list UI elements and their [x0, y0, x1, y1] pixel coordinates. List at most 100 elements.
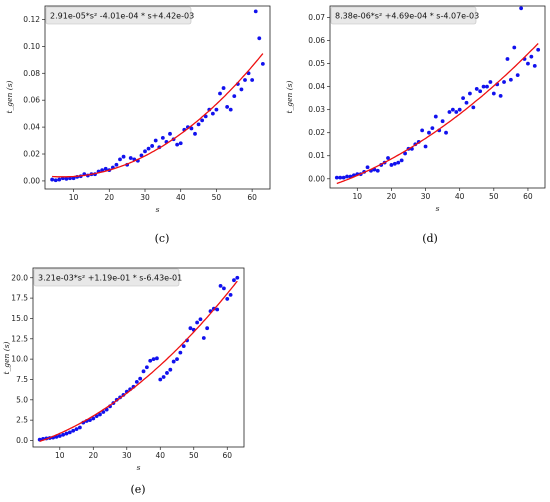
data-point [214, 107, 219, 112]
data-point [235, 275, 240, 280]
data-point [232, 278, 236, 283]
data-point [134, 380, 139, 384]
data-point [53, 178, 58, 183]
data-point [146, 146, 151, 151]
data-point [450, 107, 455, 112]
fit-curve [336, 43, 539, 185]
data-point [114, 162, 119, 167]
data-point [139, 153, 144, 158]
data-point [243, 78, 247, 82]
y-tick-label: 0.10 [23, 42, 40, 51]
x-tick-label: 30 [140, 193, 150, 202]
data-point [338, 175, 343, 180]
data-point [118, 157, 122, 162]
y-tick-label: 0.00 [308, 174, 325, 183]
data-point [345, 174, 349, 179]
y-tick-label: 0.01 [308, 151, 325, 160]
data-point [198, 317, 203, 322]
data-point [175, 142, 180, 147]
y-tick-label: 12.5 [11, 334, 28, 343]
data-point [148, 358, 153, 363]
data-point [532, 63, 537, 68]
y-tick-label: 10.0 [11, 355, 28, 364]
legend-box [330, 6, 477, 25]
data-point [389, 163, 394, 167]
data-point [64, 177, 69, 181]
x-tick-label: 50 [212, 193, 222, 202]
y-tick-label: 0.06 [308, 36, 325, 45]
data-point [502, 80, 506, 84]
fit-curve [39, 280, 238, 443]
figure-caption: (c) [155, 232, 170, 245]
data-point [430, 126, 435, 131]
data-point [165, 371, 169, 375]
data-point [440, 119, 445, 124]
data-point [225, 297, 230, 301]
x-tick-label: 30 [421, 192, 431, 201]
data-point [454, 110, 459, 114]
plot-frame [44, 5, 271, 190]
y-axis-label: t_gen (s) [285, 80, 294, 113]
data-point [250, 78, 255, 82]
data-point [101, 410, 106, 414]
data-point [464, 100, 469, 105]
data-point [57, 434, 62, 438]
data-point [222, 286, 226, 291]
data-point [519, 6, 524, 11]
data-point [375, 168, 380, 173]
data-point [153, 138, 158, 143]
equation-text: 8.38e-06*s² +4.69e-04 * s-4.07e-03 [335, 12, 479, 21]
plot-frame [32, 267, 245, 448]
data-point [505, 57, 510, 61]
data-point [488, 80, 493, 84]
data-point [225, 105, 230, 109]
data-point [334, 175, 339, 180]
data-point [423, 144, 428, 149]
data-point [210, 111, 215, 116]
data-point [100, 168, 105, 173]
data-point [141, 369, 146, 374]
data-point [218, 284, 223, 288]
data-point [50, 177, 55, 182]
y-tick-label: 0.08 [23, 69, 40, 78]
data-point [61, 432, 66, 437]
data-point [215, 307, 220, 312]
x-tick-label: 40 [455, 192, 465, 201]
y-tick-label: 0.03 [308, 105, 325, 114]
data-point [188, 326, 193, 331]
data-point [433, 114, 438, 119]
equation-legend: 8.38e-06*s² +4.69e-04 * s-4.07e-03 [330, 6, 479, 25]
data-point [260, 61, 265, 66]
data-point [427, 130, 431, 135]
data-point [232, 94, 237, 99]
data-point [228, 292, 233, 297]
data-point [512, 45, 517, 50]
data-point [508, 77, 513, 82]
x-tick-label: 10 [69, 193, 79, 202]
y-tick-label: 0.05 [308, 59, 325, 68]
data-point [151, 357, 156, 362]
data-point [228, 107, 233, 112]
x-axis-label: s [156, 205, 160, 214]
x-tick-label: 40 [155, 451, 165, 460]
data-point [420, 128, 425, 133]
data-point [403, 151, 407, 156]
data-point [471, 105, 476, 110]
x-tick-label: 20 [89, 451, 99, 460]
data-point [103, 166, 108, 171]
data-point [341, 175, 346, 180]
data-point [57, 177, 62, 182]
fit-curve [52, 53, 264, 178]
y-axis-label: t_gen (s) [2, 341, 11, 374]
legend-box [45, 6, 192, 25]
data-point [396, 160, 401, 165]
data-point [253, 9, 258, 14]
data-point [175, 357, 179, 362]
data-point [201, 336, 206, 340]
data-point [67, 430, 72, 435]
data-point [158, 377, 163, 382]
data-point [257, 36, 262, 41]
data-point [200, 118, 205, 123]
plot-frame [329, 5, 546, 189]
data-point [168, 367, 173, 372]
